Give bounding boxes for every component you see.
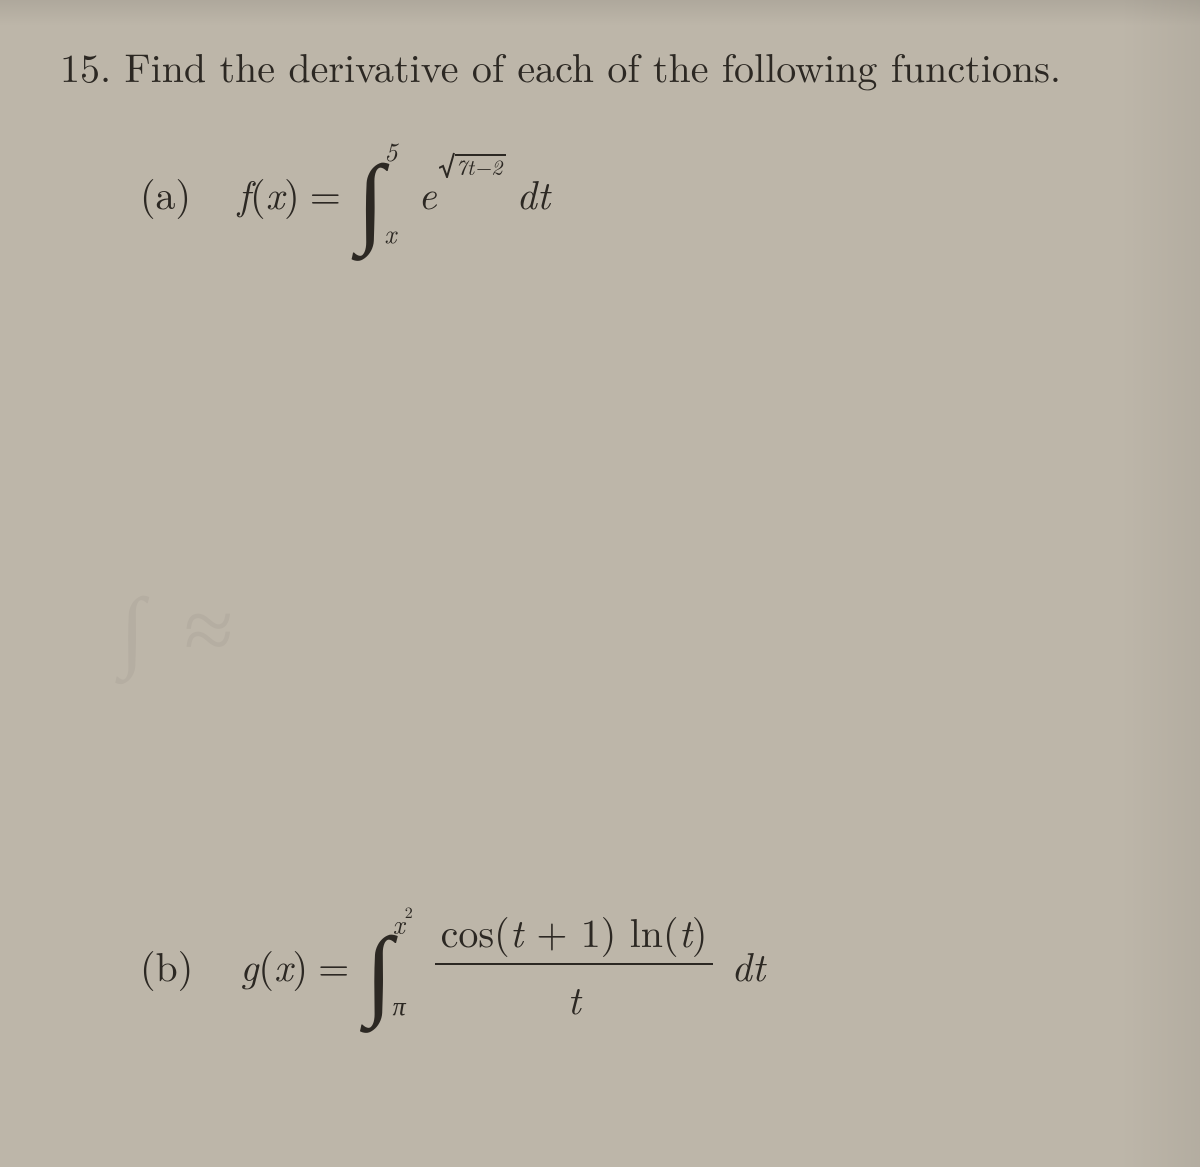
fn-name-b: g: [240, 936, 258, 993]
fn-name-a: f: [238, 164, 250, 221]
integrand-a: e 7t−2 dt: [418, 164, 550, 221]
integral-b: ∫ x2 π cos(t + 1) ln(t) t dt: [365, 902, 765, 1026]
integrand-b: cos(t + 1) ln(t) t dt: [427, 902, 766, 1026]
part-a: (a) f (x) = ∫ 5 x e 7t: [140, 142, 1150, 282]
int-lower-a: x: [384, 220, 396, 246]
int-upper-a: 5: [384, 138, 397, 164]
lparen: (: [250, 164, 266, 221]
problem-number: 15.: [60, 40, 111, 92]
part-b-label: (b): [140, 936, 193, 993]
problem-text: Find the derivative of each of the follo…: [124, 37, 1061, 94]
problem-statement: 15. Find the derivative of each of the f…: [60, 40, 1150, 92]
upper-base-b: x: [393, 905, 405, 942]
part-b: (b) g (x) = ∫ x2 π cos(t + 1) ln(t): [140, 902, 1150, 1042]
int-lower-b: π: [393, 992, 406, 1018]
fraction-denominator-b: t: [561, 969, 586, 1026]
rparen: ): [284, 164, 300, 221]
int-upper-b: x2: [393, 910, 413, 937]
fraction-numerator-b: cos(t + 1) ln(t): [435, 902, 714, 959]
upper-exp-b: 2: [405, 900, 413, 923]
equals-a: =: [310, 164, 341, 221]
differential-b: dt: [731, 936, 765, 993]
exp-superscript-a: 7t−2: [439, 152, 507, 185]
differential-a: dt: [516, 164, 550, 221]
part-b-equation: g (x) = ∫ x2 π cos(t + 1) ln(t) t: [240, 902, 771, 1026]
part-a-equation: f (x) = ∫ 5 x e 7t−2: [238, 142, 556, 242]
radical-icon: [439, 152, 455, 178]
fraction-bar-b: [435, 963, 714, 965]
fn-arg-b: x: [274, 936, 293, 993]
part-a-label: (a): [140, 164, 191, 221]
page: 15. Find the derivative of each of the f…: [0, 0, 1200, 1167]
bleed-through-ghost: ∫ ≈: [120, 560, 228, 687]
integral-sign-b: ∫ x2 π: [365, 914, 392, 1014]
fraction-b: cos(t + 1) ln(t) t: [435, 902, 714, 1026]
integral-a: ∫ 5 x e 7t−2 dt: [357, 142, 550, 242]
paper-shade-top: [0, 0, 1200, 26]
fn-arg-a: x: [266, 164, 285, 221]
exp-base-a: e: [418, 164, 436, 221]
integral-sign-a: ∫ 5 x: [357, 142, 384, 242]
lparen-b: (: [258, 936, 274, 993]
sqrt-a: 7t−2: [439, 152, 507, 178]
rparen-b: ): [293, 936, 309, 993]
sqrt-radicand-a: 7t−2: [455, 154, 507, 178]
equals-b: =: [318, 936, 349, 993]
